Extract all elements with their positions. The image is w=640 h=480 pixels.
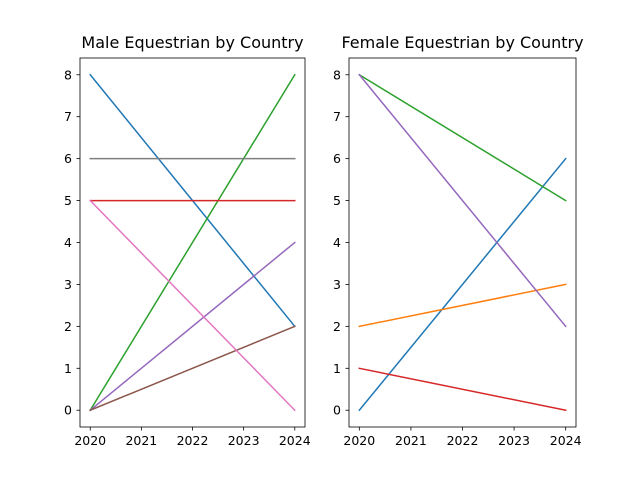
male-x-tick-label: 2024 xyxy=(279,433,311,448)
female-y-tick-label: 7 xyxy=(333,109,341,124)
female-y-tick-label: 8 xyxy=(333,67,341,82)
female-x-tick-label: 2023 xyxy=(498,433,530,448)
male-y-tick-label: 2 xyxy=(64,319,72,334)
female-y-tick-label: 1 xyxy=(333,361,341,376)
male-y-tick-label: 1 xyxy=(64,361,72,376)
female-x-tick-label: 2021 xyxy=(395,433,427,448)
female-y-tick-label: 4 xyxy=(333,235,341,250)
female-x-tick-label: 2022 xyxy=(447,433,479,448)
male-y-tick-label: 0 xyxy=(64,403,72,418)
male-x-tick-label: 2021 xyxy=(125,433,157,448)
male-series-line xyxy=(89,325,296,412)
male-y-tick-label: 4 xyxy=(64,235,72,250)
female-x-tick-label: 2024 xyxy=(550,433,582,448)
male-x-tick-label: 2022 xyxy=(177,433,209,448)
female-y-tick-label: 5 xyxy=(333,193,341,208)
male-x-tick-label: 2023 xyxy=(228,433,260,448)
male-series-line xyxy=(89,241,296,412)
female-x-tick-label: 2020 xyxy=(343,433,375,448)
female-series-line xyxy=(358,73,567,202)
female-series-line xyxy=(358,157,567,412)
female-y-tick-label: 3 xyxy=(333,277,341,292)
male-y-tick-label: 3 xyxy=(64,277,72,292)
female-equestrian-chart: Female Equestrian by Country 2020 2021 2022… xyxy=(333,33,584,448)
male-y-tick-label: 5 xyxy=(64,193,72,208)
male-series-line xyxy=(89,199,296,412)
male-y-tick-label: 8 xyxy=(64,67,72,82)
female-y-tick-label: 0 xyxy=(333,403,341,418)
female-series-line xyxy=(358,367,567,412)
female-y-tick-label: 2 xyxy=(333,319,341,334)
female-y-tick-label: 6 xyxy=(333,151,341,166)
male-x-tick-label: 2020 xyxy=(74,433,106,448)
male-y-tick-label: 7 xyxy=(64,109,72,124)
female-chart-title: Female Equestrian by Country xyxy=(341,33,583,52)
female-series-line xyxy=(358,73,567,328)
male-chart-title: Male Equestrian by Country xyxy=(81,33,303,52)
male-y-tick-label: 6 xyxy=(64,151,72,166)
female-series-line xyxy=(358,283,567,328)
male-series-line xyxy=(89,73,296,412)
